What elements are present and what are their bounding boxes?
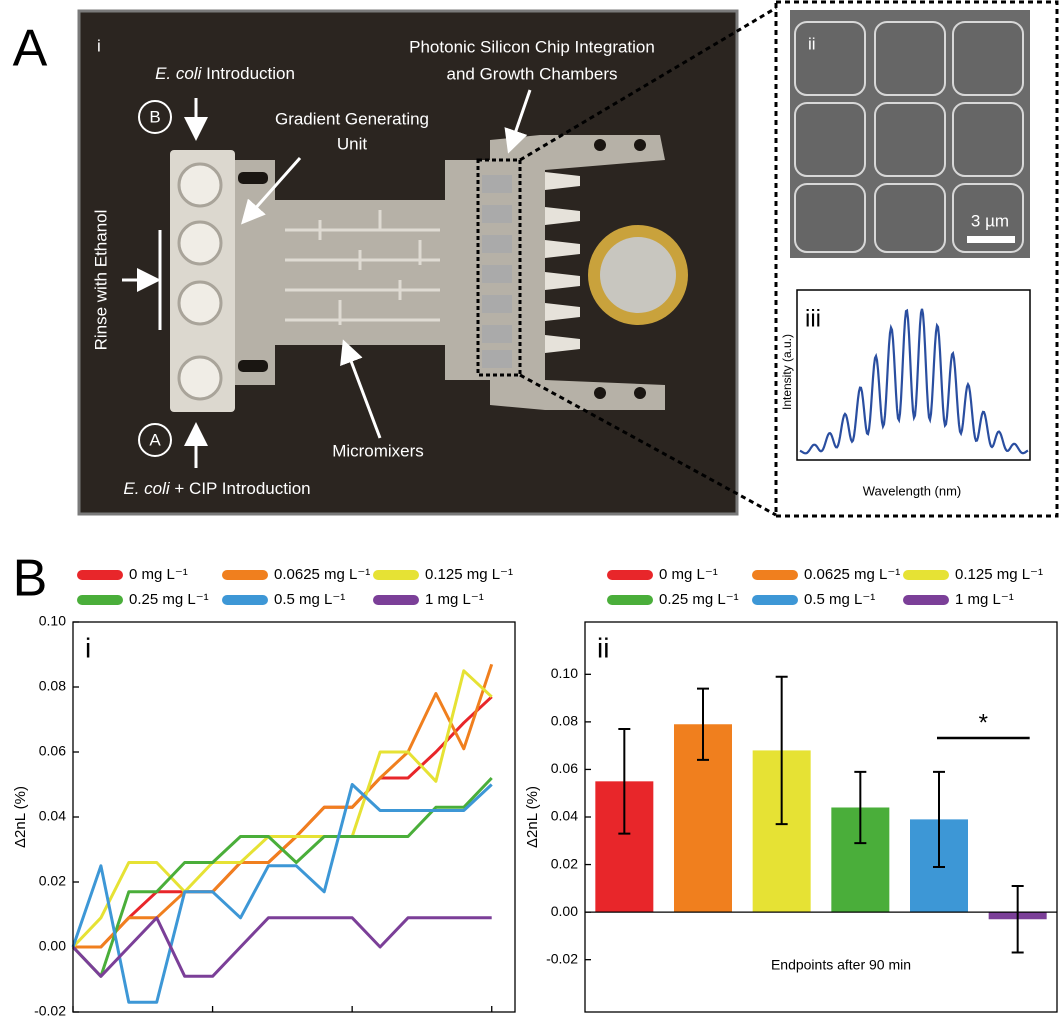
line [71,776,493,978]
label: Introduction [206,64,295,83]
significance-label: * [979,709,988,736]
legend-swatch [222,570,268,580]
panel-label: ii [808,34,816,53]
legend-swatch [903,595,949,605]
panel-label: ii [597,632,609,663]
panel-label: B [13,550,48,608]
callout: Rinse with Ethanol [91,210,110,351]
inlet-label: E. coli Introduction [155,64,295,83]
y-tick-label: 0.10 [551,665,578,681]
line [73,695,493,949]
error-bar [618,728,631,835]
y-tick-label: -0.02 [34,1003,66,1019]
error-bar [1011,884,1024,954]
callout: Unit [337,134,368,153]
panel-label: i [85,632,91,663]
legend-swatch [77,570,123,580]
inlet-label: E. coli + CIP Introduction [123,479,310,498]
legend-swatch [903,570,949,580]
y-tick-label: 0.08 [39,678,66,694]
legend-swatch [607,595,653,605]
label: + CIP Introduction [174,479,310,498]
legend-label: 1 mg L⁻¹ [425,591,484,608]
plot-frame [584,621,1058,1013]
y-tick-label: 0.04 [39,808,66,824]
error-bar [854,770,867,845]
marker-ring [138,423,172,457]
error-bar [697,687,709,761]
panel-label: i [97,36,101,55]
panel-label: A [13,20,48,78]
axis-label: Wavelength (nm) [863,483,962,498]
axis-label: Intensity (a.u.) [780,334,794,410]
legend-swatch [373,570,419,580]
y-tick-label: 0.08 [551,713,578,729]
legend-label: 0.25 mg L⁻¹ [659,591,739,608]
plot-frame [72,621,516,1013]
y-tick-label: 0.00 [39,938,66,954]
legend-label: 0 mg L⁻¹ [659,566,718,583]
line [71,783,493,1004]
y-tick-label: 0.06 [39,743,66,759]
y-tick-label: 0.00 [551,903,578,919]
legend-swatch [77,595,123,605]
error-bar [775,675,788,826]
x-tick-label: 0 [69,1019,77,1022]
scale-bar-label: 3 µm [971,211,1009,230]
legend-swatch [607,570,653,580]
legend-label: 0.25 mg L⁻¹ [129,591,209,608]
y-tick-label: 0.02 [39,873,66,889]
spectrum-curve [799,308,1029,455]
organism: E. coli [155,64,203,83]
sem-image [790,10,1030,258]
y-tick-label: -0.02 [546,950,578,966]
callout: and Growth Chambers [446,64,617,83]
y-tick-label: 0.06 [551,760,578,776]
zoom-lines [519,0,1059,518]
legend-label: 1 mg L⁻¹ [955,591,1014,608]
inlet-marker: B [149,107,160,126]
callout: Photonic Silicon Chip Integration [409,37,655,56]
legend-swatch [222,595,268,605]
annotation: Endpoints after 90 min [771,957,911,973]
marker-ring [138,100,172,134]
error-bar [933,770,945,868]
legend-label: 0.0625 mg L⁻¹ [804,566,900,583]
legend-label: 0.0625 mg L⁻¹ [274,566,370,583]
legend-label: 0 mg L⁻¹ [129,566,188,583]
callout: Gradient Generating [275,109,429,128]
legend-label: 0.5 mg L⁻¹ [804,591,875,608]
x-tick-label: 30 [205,1019,221,1022]
line [71,669,493,949]
legend-swatch [373,595,419,605]
y-axis-label: Δ2nL (%) [524,786,541,848]
panel-label: iii [805,305,821,332]
y-tick-label: 0.04 [551,808,578,824]
legend-label: 0.125 mg L⁻¹ [955,566,1043,583]
y-tick-label: 0.10 [39,613,66,629]
spectrum-frame [796,289,1031,461]
legend-swatch [752,595,798,605]
y-tick-label: 0.02 [551,855,578,871]
legend-label: 0.125 mg L⁻¹ [425,566,513,583]
line [73,663,494,949]
legend-label: 0.5 mg L⁻¹ [274,591,345,608]
line [71,916,492,978]
arrows [122,89,532,468]
legend-swatch [752,570,798,580]
callout: Micromixers [332,441,424,460]
x-tick-label: 60 [344,1019,360,1022]
x-tick-label: 90 [484,1019,500,1022]
organism: E. coli [123,479,171,498]
inlet-marker: A [149,430,161,449]
y-axis-label: Δ2nL (%) [12,786,29,848]
